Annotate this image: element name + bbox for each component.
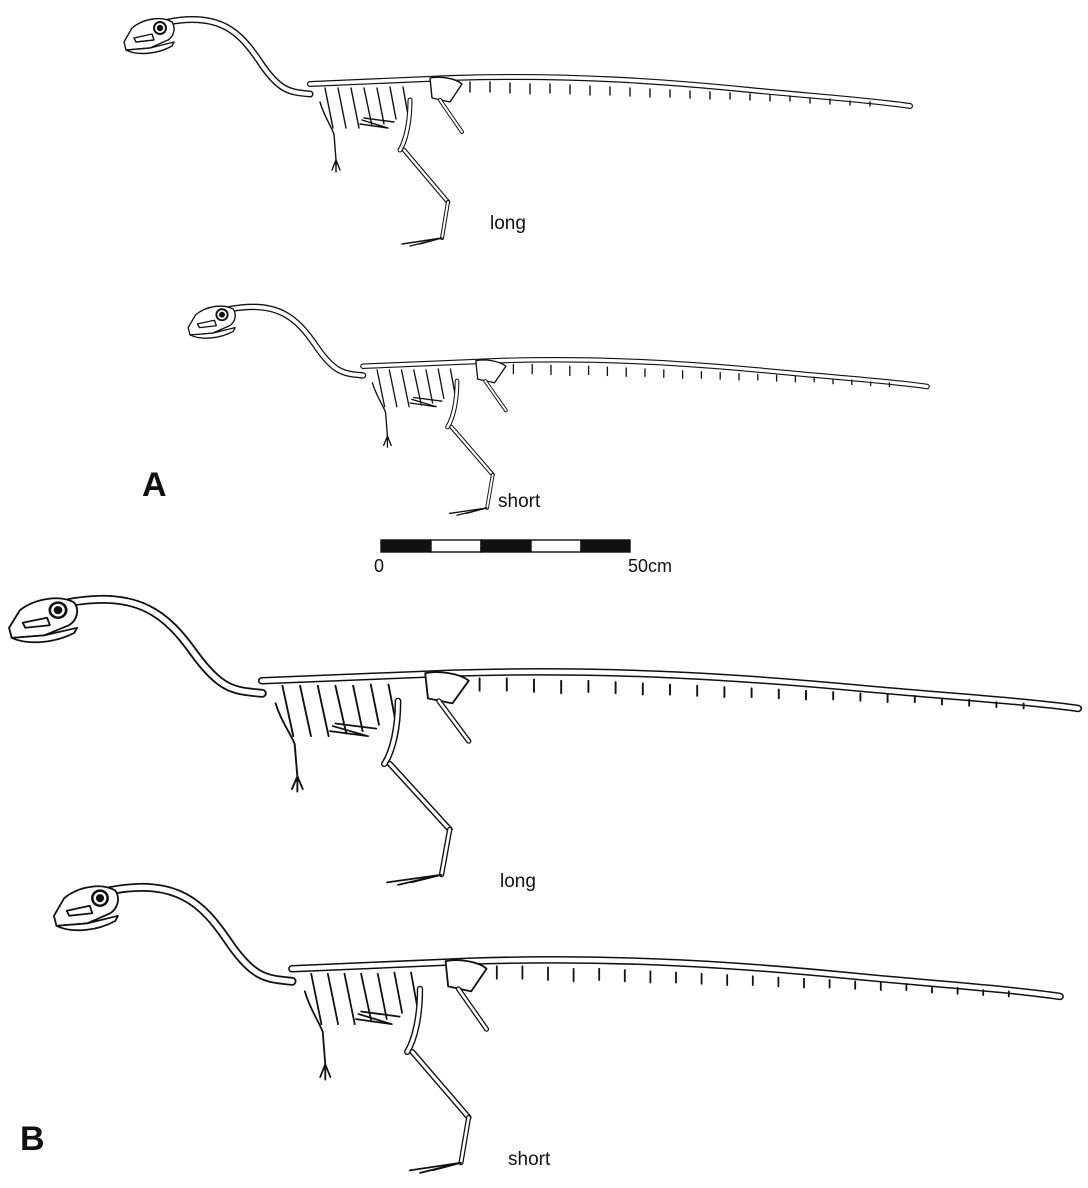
label-a-long: long [490, 213, 526, 234]
scale-bar-segment [430, 539, 482, 553]
scale-start-label: 0 [374, 556, 385, 576]
skeleton-b-short [54, 886, 1060, 1172]
skeleton-a-long [124, 19, 910, 246]
scale-bar [380, 539, 631, 553]
scale-bar-segment [380, 539, 432, 553]
scale-end-label: 50cm [628, 556, 673, 576]
skeleton-b-long [9, 598, 1078, 884]
panel-letter-b: B [20, 1120, 45, 1158]
label-b-short: short [508, 1149, 551, 1170]
panel-letter-a: A [142, 466, 167, 504]
label-a-short: short [498, 491, 541, 512]
label-b-long: long [500, 871, 536, 892]
skeleton-a-short [188, 306, 927, 515]
scale-bar-segment [580, 539, 631, 553]
scale-bar-segment [530, 539, 582, 553]
scale-bar-segment [480, 539, 532, 553]
